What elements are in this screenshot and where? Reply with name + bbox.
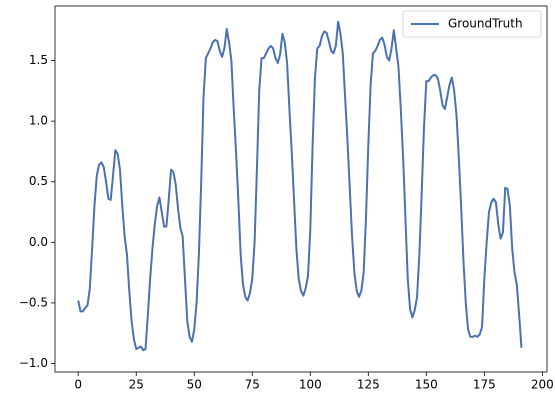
y-tick-label: 1.5 — [29, 53, 48, 67]
x-tick-label: 25 — [129, 378, 144, 392]
y-tick-label: 0.5 — [29, 174, 48, 188]
legend-label: GroundTruth — [448, 17, 523, 31]
y-tick-label: 0.0 — [29, 235, 48, 249]
legend-box — [402, 10, 542, 38]
y-tick-label: −1.0 — [19, 356, 48, 370]
y-tick-label: 1.0 — [29, 114, 48, 128]
x-tick-label: 150 — [415, 378, 438, 392]
y-tick-label: −0.5 — [19, 295, 48, 309]
x-tick-label: 125 — [357, 378, 380, 392]
x-tick-label: 100 — [299, 378, 322, 392]
plot-frame — [54, 5, 548, 373]
x-tick-label: 75 — [245, 378, 260, 392]
x-tick-label: 50 — [187, 378, 202, 392]
x-tick-label: 0 — [74, 378, 82, 392]
x-tick-label: 200 — [531, 378, 554, 392]
x-tick-label: 175 — [473, 378, 496, 392]
data-line — [77, 20, 523, 352]
